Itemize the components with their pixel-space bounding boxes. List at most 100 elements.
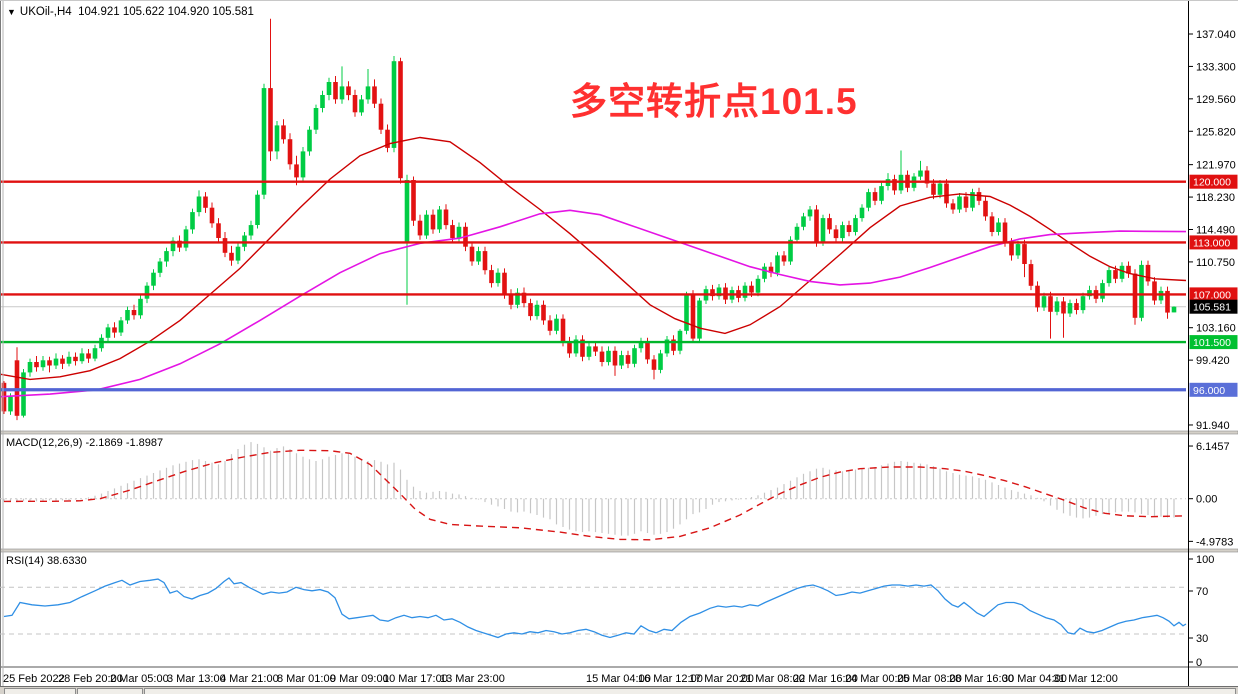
candle-body [235,246,241,261]
candle-body [86,353,91,359]
candle-body [554,318,559,331]
svg-text:96.000: 96.000 [1193,385,1225,397]
candle-body [957,196,962,210]
candle-body [749,285,754,293]
rsi-panel[interactable] [0,577,1187,639]
candle-body [872,192,878,201]
price-badge-105.581: 105.581 [1189,299,1238,314]
candle-body [229,252,234,261]
candle-body [1028,264,1034,286]
candle-body [521,292,527,304]
candle-body [762,266,767,279]
svg-text:107.000: 107.000 [1193,289,1231,301]
candle-body [456,226,462,239]
candle-body [788,239,793,262]
candle-body [580,339,585,357]
time-tick-label: 2 Mar 05:00 [110,673,169,685]
price-tick-label: 121.970 [1196,160,1236,172]
candle-body [313,108,319,130]
candle-body [924,170,930,184]
candle-body [261,88,267,195]
panel-separator[interactable] [0,548,1238,553]
price-badge-113.000: 113.000 [1189,235,1238,249]
time-tick-label: 8 Mar 01:00 [277,673,336,685]
candle-body [294,164,299,178]
chart-tabs-strip[interactable] [0,686,1238,694]
candle-body [833,229,839,239]
candle-body [489,270,494,284]
time-tick-label: 28 Feb 20:00 [58,673,123,685]
candle-body [1035,285,1040,308]
candle-body [1087,290,1092,297]
price-badge-101.500: 101.500 [1189,335,1238,350]
candle-body [664,339,670,354]
candle-body [593,346,598,352]
candle-body [372,86,377,104]
svg-text:120.000: 120.000 [1193,177,1231,189]
candle-body [320,95,325,108]
candle-body [1119,265,1125,279]
price-badge-107.000: 107.000 [1189,287,1238,301]
candle-body [1022,244,1027,264]
candle-body [632,348,637,364]
collapse-triangle-icon[interactable]: ▼ [7,7,16,17]
candle-body [138,298,143,316]
candle-body [1165,290,1170,313]
time-tick-label: 30 Mar 04:00 [1002,673,1067,685]
candle-body [47,360,52,366]
chart-tab[interactable] [144,688,1236,694]
candle-body [333,82,338,100]
candle-body [404,180,410,244]
candle-body [170,240,176,252]
time-tick-label: 24 Mar 00:00 [845,673,910,685]
macd-panel[interactable] [0,442,1187,541]
candle-body [820,218,826,243]
candle-body [866,192,871,208]
candle-body [450,225,455,239]
candle-body [1074,303,1079,310]
candle-body [1113,270,1118,279]
candle-body [1080,296,1086,311]
macd-indicator-label: MACD(12,26,9) -2.1869 -1.8987 [6,437,164,449]
time-tick-label: 13 Mar 23:00 [440,673,505,685]
chart-text-annotation[interactable]: 多空转折点101.5 [570,81,858,122]
candle-body [684,294,689,331]
candle-body [1171,306,1177,313]
candle-body [196,196,202,213]
price-tick-label: 91.940 [1196,420,1230,432]
candle-body [1041,296,1047,308]
candle-body [547,320,553,331]
macd-tick-label: -4.9783 [1196,536,1233,548]
candle-body [222,238,228,253]
candle-body [879,186,884,201]
time-tick-label: 31 Mar 12:00 [1053,673,1118,685]
candle-body [534,304,540,317]
candle-body [658,353,663,370]
time-tick-label: 28 Mar 16:00 [949,673,1014,685]
time-tick-label: 10 Mar 17:00 [383,673,448,685]
candle-body [300,151,306,178]
chart-tab[interactable] [77,688,143,694]
panel-separator[interactable] [0,430,1238,435]
rsi-tick-label: 70 [1196,586,1208,598]
candle-body [281,125,286,140]
chart-tab[interactable] [4,688,76,694]
candle-body [801,216,806,227]
candle-body [755,278,761,293]
candle-body [430,214,436,230]
candle-body [411,180,416,221]
price-tick-label: 110.750 [1196,257,1235,269]
price-axis[interactable]: 137.040 133.300 129.560 125.820 121.970 118.2… [1188,1,1238,686]
candle-body [1054,301,1060,312]
candle-body [612,350,618,366]
candle-body [768,266,774,273]
candle-body [242,235,247,247]
candle-body [742,285,748,298]
candle-body [1106,270,1112,284]
price-chart-panel[interactable] [0,18,1187,421]
candle-body [177,240,182,248]
price-tick-label: 133.300 [1196,61,1236,73]
candle-body [976,192,982,201]
